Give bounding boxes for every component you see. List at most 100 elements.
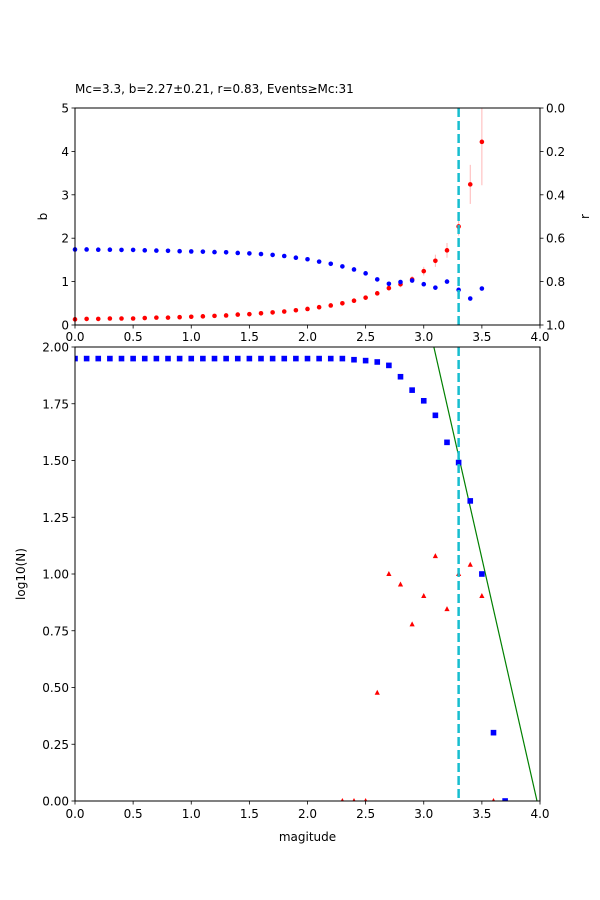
b-value-point — [386, 285, 392, 291]
r-value-point — [130, 247, 136, 253]
right-y-tick-label: 0.6 — [546, 232, 565, 246]
r-value-point — [409, 278, 415, 283]
b-value-point — [235, 312, 241, 317]
r-value-point — [444, 279, 450, 284]
cumulative-point — [490, 729, 497, 736]
y-tick-label: 3 — [61, 188, 69, 202]
y-tick-label: 0.50 — [42, 681, 69, 695]
right-y-tick-label: 0.4 — [546, 188, 565, 202]
b-value-point — [433, 258, 438, 264]
b-value-panel: Mc=3.3, b=2.27±0.21, r=0.83, Events≥Mc:3… — [36, 82, 592, 344]
r-value-point — [154, 248, 159, 253]
non-cumulative-point — [432, 553, 438, 559]
non-cumulative-point — [397, 581, 404, 587]
r-value-point — [281, 253, 287, 259]
cumulative-point — [339, 355, 346, 362]
b-value-point — [340, 301, 345, 306]
cumulative-point — [83, 355, 90, 362]
b-value-point — [479, 139, 485, 145]
cumulative-point — [351, 356, 357, 363]
x-tick-label: 2.5 — [356, 807, 375, 821]
x-tick-label: 1.5 — [240, 330, 259, 344]
y-tick-label: 4 — [61, 145, 69, 159]
non-cumulative-point — [340, 798, 344, 801]
x-tick-label: 1.0 — [182, 807, 201, 821]
cumulative-point — [455, 459, 462, 466]
non-cumulative-point — [421, 593, 427, 599]
frequency-magnitude-panel: 0.0 0.5 1.0 1.5 2.0 2.5 3.0 3.5 4.0 0.00 0.25 0.50 0… — [14, 341, 550, 845]
r-value-point — [258, 251, 264, 257]
x-tick-label: 3.5 — [472, 330, 491, 344]
cumulative-point — [293, 355, 299, 362]
b-value-point — [444, 248, 450, 253]
cumulative-point — [374, 359, 381, 365]
cumulative-point — [234, 355, 241, 362]
b-value-point — [421, 268, 427, 274]
x-axis-label: magitude — [279, 830, 336, 844]
gutenberg-richter-fit-line — [433, 347, 538, 801]
b-value-point — [328, 303, 334, 308]
cumulative-point — [467, 498, 474, 504]
x-tick-label: 2.0 — [298, 330, 317, 344]
r-value-point — [328, 261, 334, 267]
b-value-point — [305, 306, 310, 312]
b-value-point — [467, 182, 473, 187]
cumulative-point — [141, 355, 148, 362]
cumulative-point — [502, 798, 508, 801]
cumulative-point — [130, 355, 136, 362]
x-tick-label: 1.0 — [182, 330, 201, 344]
b-value-point — [258, 310, 264, 316]
cumulative-point — [327, 355, 334, 362]
b-value-point — [270, 310, 275, 315]
right-y-tick-label: 0.2 — [546, 145, 565, 159]
non-cumulative-point — [386, 571, 392, 576]
cumulative-point — [362, 357, 369, 364]
x-tick-label: 3.0 — [414, 807, 433, 821]
b-value-point — [363, 295, 368, 300]
x-tick-label: 1.5 — [240, 807, 259, 821]
b-value-point — [130, 316, 136, 321]
cumulative-point — [176, 355, 183, 362]
r-value-point — [386, 281, 392, 287]
cumulative-point — [316, 355, 322, 362]
r-value-point — [165, 248, 171, 254]
x-tick-label: 2.0 — [298, 807, 317, 821]
cumulative-point — [118, 355, 125, 362]
x-tick-label: 3.0 — [414, 330, 433, 344]
right-y-axis-label: r — [578, 214, 592, 219]
r-value-point — [340, 264, 345, 269]
r-value-point — [479, 286, 485, 291]
y-tick-label: 1.50 — [42, 454, 69, 468]
frequency-magnitude-plot-area: 0.0 0.5 1.0 1.5 2.0 2.5 3.0 3.5 4.0 0.00 0.25 0.50 0… — [42, 341, 549, 822]
right-y-tick-label: 1.0 — [546, 319, 565, 333]
y-tick-label: 1.75 — [42, 397, 69, 411]
x-tick-label: 0.5 — [124, 330, 143, 344]
r-value-point — [305, 256, 310, 262]
cumulative-point — [200, 355, 206, 362]
b-value-point — [316, 304, 322, 310]
r-value-point — [421, 281, 427, 287]
b-value-point — [119, 316, 124, 321]
cumulative-point — [397, 373, 404, 380]
r-value-point — [374, 277, 380, 282]
r-value-point — [270, 252, 275, 258]
b-value-point — [247, 311, 252, 317]
b-value-point — [95, 316, 101, 322]
r-value-point — [398, 279, 403, 285]
b-value-point — [177, 314, 182, 320]
cumulative-point — [165, 355, 171, 362]
cumulative-point — [153, 355, 160, 362]
x-tick-label: 2.5 — [356, 330, 375, 344]
r-value-point — [293, 255, 299, 261]
r-value-point — [188, 249, 194, 254]
b-value-point — [351, 298, 357, 303]
cumulative-point — [304, 355, 311, 362]
y-tick-label: 0.00 — [42, 795, 69, 809]
y-tick-label: 1 — [61, 275, 69, 289]
right-y-tick-label: 0.0 — [546, 102, 565, 116]
b-value-point — [84, 316, 89, 322]
cumulative-point — [95, 355, 102, 362]
right-y-tick-label: 0.8 — [546, 275, 565, 289]
y-tick-label: 0.25 — [42, 738, 69, 752]
y-tick-label: 0 — [61, 319, 69, 333]
